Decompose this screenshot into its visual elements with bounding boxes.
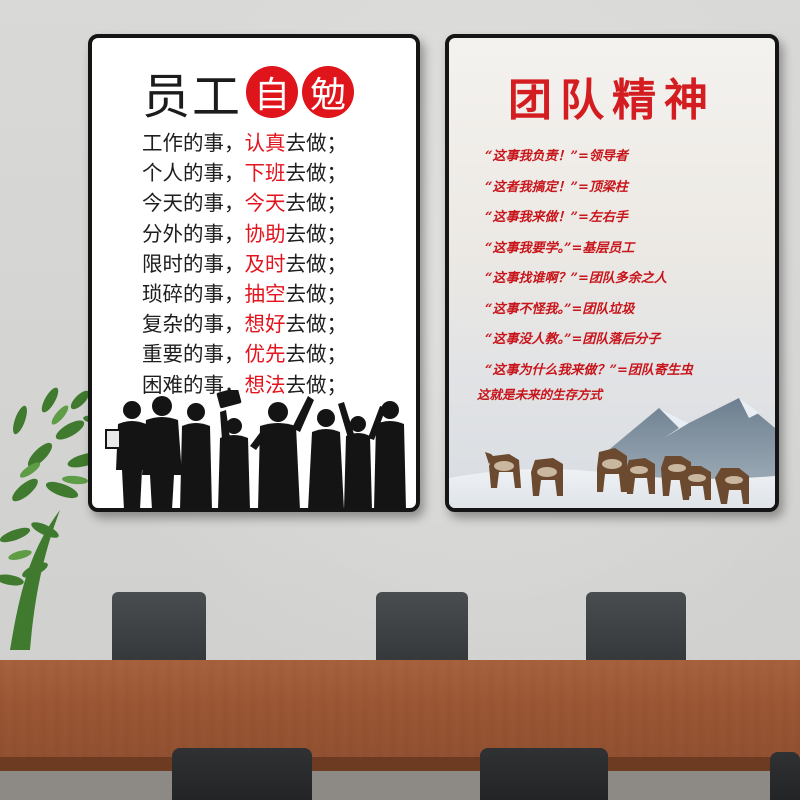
table-wood-grain xyxy=(0,660,800,757)
table-edge xyxy=(0,757,800,771)
title-red-circle-1: 自 xyxy=(246,66,299,118)
employee-motto-poster: 员工 自 勉 工作的事，认真去做； 个人的事，下班去做； 今天的事，今天去做； … xyxy=(88,34,420,512)
saying-list: “这事我负责！”=领导者 “这者我搞定！”=顶梁柱 “这事我来做！”=左右手 “… xyxy=(485,142,693,386)
poster-title: 员工 自 勉 xyxy=(142,60,355,125)
motto-line: 复杂的事，想好去做； xyxy=(142,312,347,337)
motto-line: 工作的事，认真去做； xyxy=(142,131,347,155)
conference-table xyxy=(0,660,800,770)
saying-line: “这事找谁啊？”=团队多余之人 xyxy=(485,271,667,286)
motto-line: 重要的事，优先去做； xyxy=(142,342,347,367)
motto-line: 今天的事，今天去做； xyxy=(142,191,347,216)
floor xyxy=(0,771,800,800)
motto-line: 琐碎的事，抽空去做； xyxy=(142,281,347,306)
saying-line: “这事没人教。”=团队落后分子 xyxy=(485,332,661,347)
motto-list: 工作的事，认真去做； 个人的事，下班去做； 今天的事，今天去做； 分外的事，协助… xyxy=(142,128,347,400)
saying-line: “这事我负责！”=领导者 xyxy=(485,149,628,164)
motto-line: 困难的事，想法去做； xyxy=(142,372,347,397)
saying-line: “这者我搞定！”=顶梁柱 xyxy=(485,179,628,195)
office-chair xyxy=(586,592,686,662)
title-plain-text: 员工 xyxy=(142,69,243,125)
potted-plant xyxy=(0,387,107,650)
office-chair xyxy=(770,752,800,800)
office-chair xyxy=(376,592,468,662)
motto-line: 分外的事，协助去做； xyxy=(142,221,347,246)
people-silhouettes-image xyxy=(105,390,406,508)
saying-line: “这事我要学。”=基层员工 xyxy=(485,240,635,256)
saying-line: “这事不怪我。”=团队垃圾 xyxy=(485,301,635,317)
motto-line: 限时的事，及时去做； xyxy=(142,251,347,276)
office-chair xyxy=(172,748,312,800)
team-spirit-poster: 团队精神 “这事我负责！”=领导者 “这者我搞定！”=顶梁柱 “这事我来做！”=… xyxy=(445,34,779,512)
wolf-pack-snow-scene-image xyxy=(449,398,775,508)
poster-title: 团队精神 xyxy=(508,75,716,126)
title-red-circle-2: 勉 xyxy=(302,66,355,118)
saying-line: “这事为什么我来做？”=团队寄生虫 xyxy=(485,362,693,378)
office-chair xyxy=(112,592,206,662)
saying-line: “这事我来做！”=左右手 xyxy=(485,210,628,225)
office-chair xyxy=(480,748,608,800)
poster-footer: 这就是未来的生存方式 xyxy=(477,387,603,402)
motto-line: 个人的事，下班去做； xyxy=(142,161,347,186)
